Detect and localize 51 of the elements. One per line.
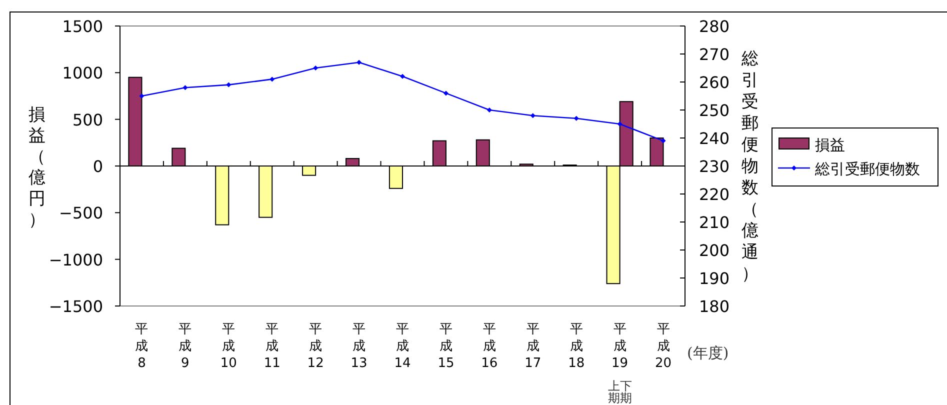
point	[313, 66, 318, 70]
y2-tick-label: 220	[699, 185, 730, 204]
x-tick-label: 平成10	[220, 322, 237, 371]
y2-tick-label: 210	[699, 213, 730, 232]
y2-tick-label: 180	[699, 297, 730, 316]
point	[226, 82, 232, 88]
y-tick-label: −1000	[48, 250, 103, 270]
text: 上期	[608, 379, 620, 405]
point	[443, 90, 448, 96]
x-tick-label: 平成19	[612, 322, 628, 371]
x-tick-label: 平成20	[654, 322, 672, 371]
x-tick-label: 平成12	[307, 322, 324, 371]
point	[530, 113, 536, 118]
y2-tick-label: 190	[699, 269, 730, 288]
x-axis-title: (年度)	[687, 344, 729, 362]
text: 下期	[620, 379, 632, 405]
x-tick-label: 平成18	[568, 322, 585, 371]
x-tick-label: 平成16	[481, 322, 498, 371]
point	[182, 85, 188, 90]
y2-tick-label: 250	[699, 101, 730, 120]
point	[400, 74, 405, 79]
y2-tick-label: 260	[699, 73, 730, 92]
x-tick-label: 平成15	[438, 322, 454, 371]
text: 総引受郵便物数（億通）	[742, 49, 758, 284]
y-tick-label: −500	[59, 204, 103, 223]
x-tick-label: 平成9	[178, 322, 192, 371]
y2-tick-label: 280	[699, 17, 730, 36]
y-tick-label: 1000	[62, 64, 103, 83]
y-tick-label: 1500	[62, 17, 103, 36]
y2-tick-label: 200	[699, 241, 730, 260]
y-tick-label: 0	[92, 157, 103, 176]
y-tick-label: 500	[72, 110, 103, 130]
y2-tick-label: 270	[699, 45, 730, 64]
point	[270, 76, 275, 82]
point	[139, 94, 144, 98]
point	[486, 108, 492, 112]
x-tick-label: 平成8	[135, 322, 148, 371]
x-tick-label: 平成17	[524, 322, 542, 371]
point	[574, 116, 579, 121]
y2-tick-label: 240	[699, 129, 730, 148]
y-axis-title: 損益（億円）	[28, 105, 46, 230]
point	[660, 138, 666, 144]
x-tick-label: 平成13	[350, 322, 368, 371]
y2-tick-label: 230	[699, 157, 730, 176]
y-tick-label: −1500	[48, 297, 103, 316]
x-tick-label: 平成11	[264, 322, 280, 371]
legend-label: 損益	[815, 136, 845, 154]
legend-label: 総引受郵便物数	[814, 160, 920, 178]
point	[356, 60, 362, 65]
x-tick-label: 平成14	[394, 322, 411, 371]
point	[617, 122, 622, 126]
